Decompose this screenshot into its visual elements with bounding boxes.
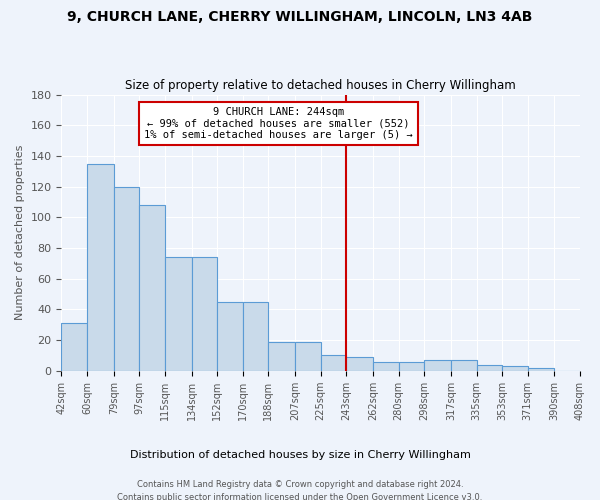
Text: Contains public sector information licensed under the Open Government Licence v3: Contains public sector information licen… — [118, 492, 482, 500]
Text: Distribution of detached houses by size in Cherry Willingham: Distribution of detached houses by size … — [130, 450, 470, 460]
Bar — [424, 360, 451, 371]
Bar — [268, 342, 295, 371]
Bar — [114, 186, 139, 371]
Bar — [373, 362, 398, 371]
Bar — [139, 205, 165, 371]
Bar — [87, 164, 114, 371]
Bar — [476, 364, 502, 371]
Bar — [61, 323, 87, 371]
Bar — [165, 257, 192, 371]
Bar — [527, 368, 554, 371]
Bar — [502, 366, 527, 371]
Bar — [451, 360, 476, 371]
Bar — [217, 302, 243, 371]
Bar — [346, 357, 373, 371]
Text: Contains HM Land Registry data © Crown copyright and database right 2024.: Contains HM Land Registry data © Crown c… — [137, 480, 463, 489]
Title: Size of property relative to detached houses in Cherry Willingham: Size of property relative to detached ho… — [125, 79, 516, 92]
Bar — [398, 362, 424, 371]
Bar — [321, 356, 346, 371]
Text: 9, CHURCH LANE, CHERRY WILLINGHAM, LINCOLN, LN3 4AB: 9, CHURCH LANE, CHERRY WILLINGHAM, LINCO… — [67, 10, 533, 24]
Bar — [243, 302, 268, 371]
Y-axis label: Number of detached properties: Number of detached properties — [15, 145, 25, 320]
Bar — [192, 257, 217, 371]
Bar — [295, 342, 321, 371]
Text: 9 CHURCH LANE: 244sqm
← 99% of detached houses are smaller (552)
1% of semi-deta: 9 CHURCH LANE: 244sqm ← 99% of detached … — [144, 107, 413, 140]
